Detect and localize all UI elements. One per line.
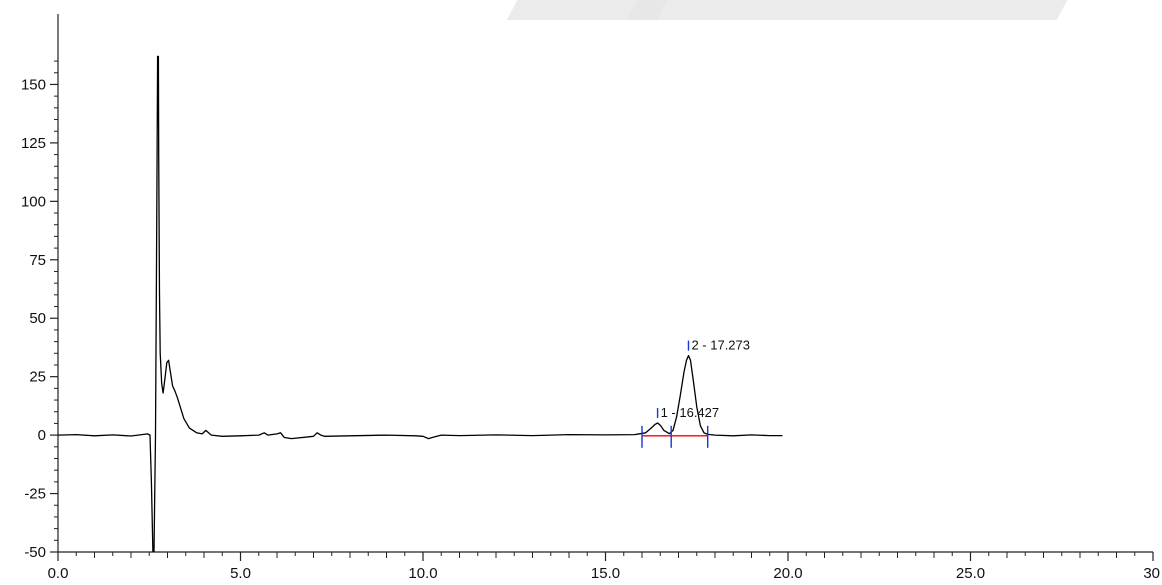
y-tick-label: 125 (21, 135, 46, 152)
y-tick-label: 0 (38, 427, 46, 444)
watermark-band (916, 0, 1084, 20)
x-tick-label: 20.0 (773, 565, 802, 582)
y-tick-label: 25 (29, 369, 46, 386)
y-tick-label: 75 (29, 252, 46, 269)
y-tick-label: 50 (29, 310, 46, 327)
x-tick-label: 15.0 (591, 565, 620, 582)
x-tick-label: 25.0 (956, 565, 985, 582)
y-tick-label: 150 (21, 76, 46, 93)
x-tick-label: 30 (1143, 565, 1160, 582)
y-tick-label: -50 (24, 544, 46, 561)
x-tick-label: 0.0 (48, 565, 69, 582)
y-tick-label: 100 (21, 193, 46, 210)
chromatogram-trace (58, 55, 783, 552)
peak-label: 2 - 17.273 (691, 338, 750, 353)
x-tick-label: 5.0 (230, 565, 251, 582)
y-tick-label: -25 (24, 486, 46, 503)
x-tick-label: 10.0 (408, 565, 437, 582)
peak-label: 1 - 16.427 (661, 405, 720, 420)
y-axis-ticks: 150 125 100 75 50 25 0 -25 -50 (21, 60, 58, 561)
series-group (58, 55, 783, 552)
axes (57, 14, 1153, 553)
peak-marker-group: 1 - 16.427 2 - 17.273 (641, 338, 750, 448)
x-axis-ticks: 0.0 5.0 10.0 15.0 20.0 25.0 30 (48, 552, 1160, 582)
